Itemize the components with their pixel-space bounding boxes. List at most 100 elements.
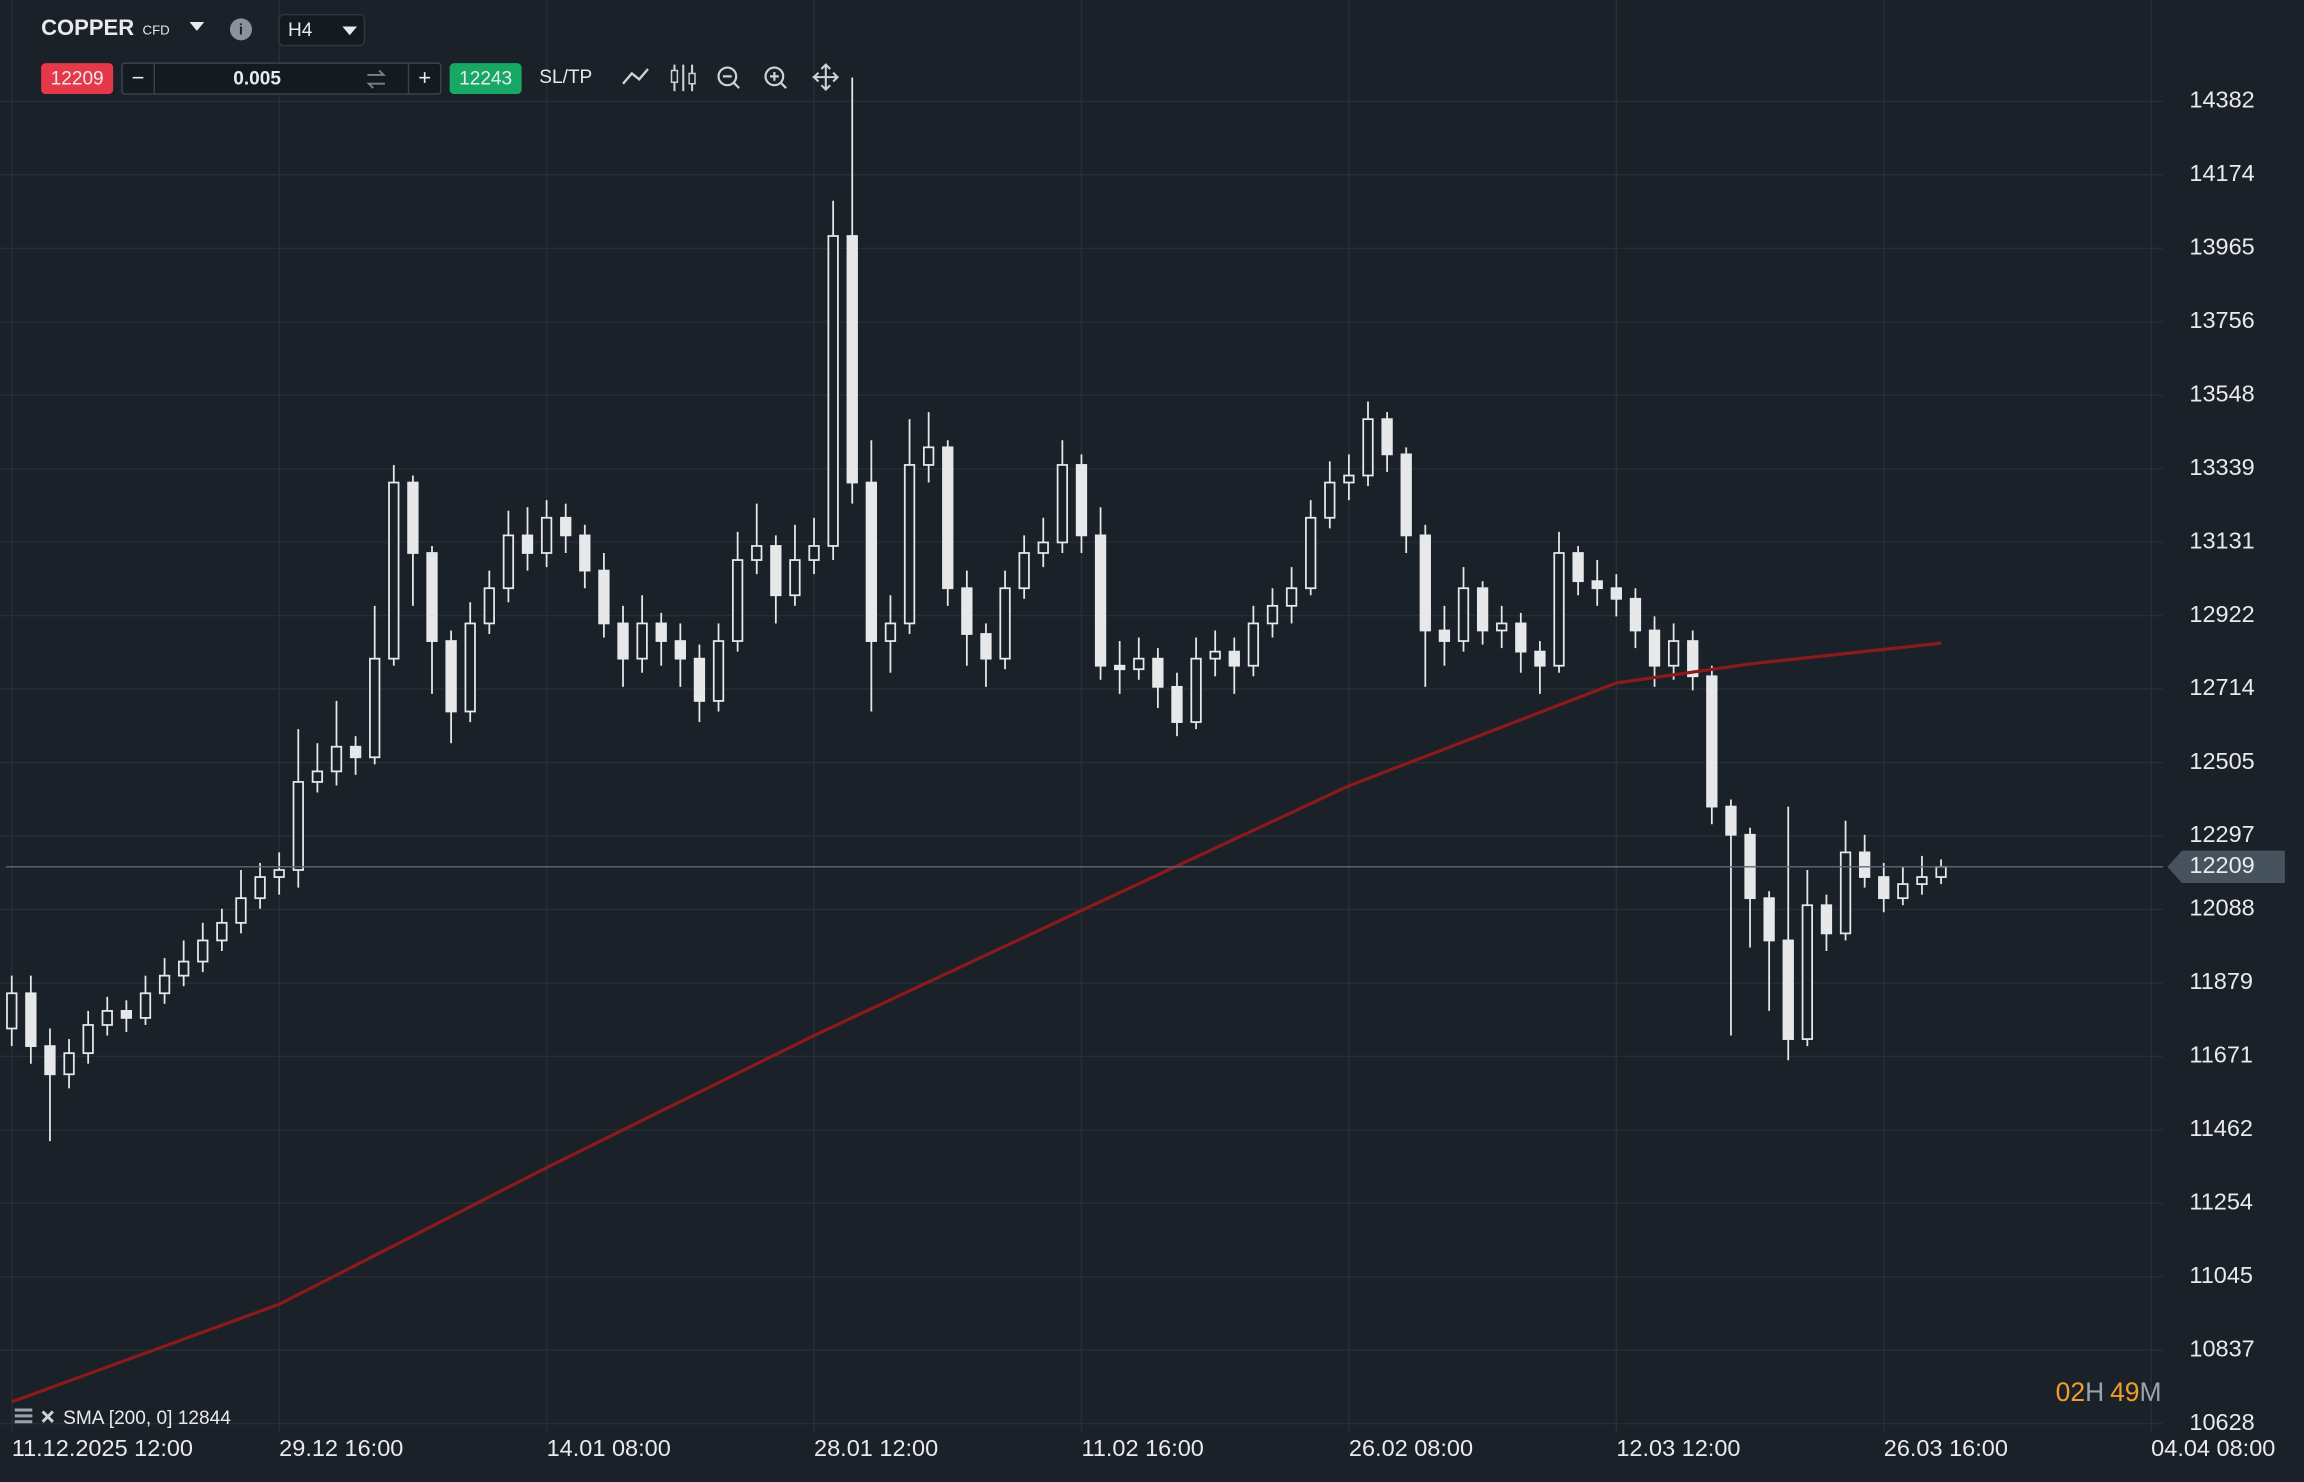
candle-body: [1037, 541, 1049, 554]
timeframe-dropdown: [342, 26, 358, 36]
indicator-settings-icon[interactable]: [14, 1408, 33, 1424]
candle-body: [884, 622, 897, 642]
candle-body: [903, 464, 916, 625]
candle-body: [1381, 418, 1393, 456]
candle-body: [922, 446, 935, 466]
x-tick-label: 26.02 08:00: [1349, 1435, 1473, 1461]
candle-body: [1515, 622, 1527, 653]
y-tick-label: 13339: [2189, 454, 2254, 480]
candle-body: [369, 657, 381, 759]
sell-button[interactable]: [41, 63, 114, 95]
indicator-line: [11, 641, 1942, 1404]
candle-body: [560, 516, 572, 537]
candle-body: [1897, 883, 1909, 900]
candle-body: [1075, 464, 1088, 537]
candle-body: [139, 992, 152, 1019]
current-price-tag: [2167, 850, 2285, 883]
symbol-dropdown[interactable]: [189, 22, 205, 31]
candle-body: [1190, 657, 1202, 723]
candle-body: [502, 534, 515, 590]
swap-icon[interactable]: [366, 69, 386, 89]
candle-body: [579, 534, 591, 572]
candle-body: [636, 622, 648, 660]
candle-body: [1591, 580, 1603, 590]
candle-body: [961, 587, 973, 635]
candle-body: [158, 974, 171, 995]
info-icon[interactable]: [229, 18, 252, 41]
candle-body: [178, 960, 190, 977]
candle-body: [292, 781, 304, 871]
candle-body: [1305, 516, 1317, 590]
candle-body: [770, 545, 782, 597]
candle-body: [273, 869, 285, 878]
candle-body: [1687, 640, 1699, 678]
countdown-minutes-unit: M: [2140, 1377, 2162, 1407]
zoom-out-icon[interactable]: [717, 66, 738, 87]
candle-body: [598, 569, 610, 625]
candle-body: [388, 481, 400, 660]
indicator-value: 12844: [178, 1408, 231, 1429]
candle-body: [1228, 650, 1240, 667]
x-tick-label: 29.12 16:00: [279, 1435, 403, 1461]
candle-body: [330, 745, 343, 773]
candle-body: [1725, 805, 1737, 836]
zoom-out-glyph: [722, 75, 740, 89]
candle-body: [942, 446, 954, 590]
candle-body: [617, 622, 629, 660]
candle-body: [1476, 587, 1489, 632]
buy-button[interactable]: [449, 63, 522, 95]
y-tick-label: 11671: [2189, 1042, 2253, 1068]
x-tick-label: 04.04 08:00: [2151, 1435, 2275, 1461]
candle-icon-body: [688, 72, 696, 85]
candle-body: [25, 992, 37, 1047]
candle-body: [1763, 897, 1775, 942]
candle-body: [808, 545, 820, 561]
minus-button[interactable]: −: [132, 65, 145, 90]
pan-icon[interactable]: [812, 63, 840, 92]
volume[interactable]: 0.005: [233, 68, 281, 89]
candle-body: [197, 939, 209, 963]
candle-body: [789, 559, 801, 597]
timeframe-select[interactable]: [278, 13, 366, 47]
y-tick-label: 12088: [2189, 895, 2254, 921]
candle-body: [827, 235, 839, 547]
indicator-name: SMA [200, 0]: [63, 1408, 172, 1429]
candle-body: [349, 745, 362, 759]
candle-body: [1858, 851, 1871, 878]
timeframe: H4: [288, 20, 313, 41]
info-glyph: i: [239, 23, 243, 39]
y-tick-label: 11879: [2189, 968, 2253, 994]
volume-box: [121, 62, 442, 95]
y-tick-label: 11462: [2189, 1115, 2253, 1141]
candle-body: [1496, 622, 1508, 632]
zoom-in-icon[interactable]: [764, 66, 785, 87]
zoom-in-glyph: [769, 71, 787, 89]
symbol[interactable]: COPPER: [41, 15, 134, 40]
candle-body: [1152, 657, 1164, 688]
candle-body: [1438, 629, 1451, 642]
x-tick-label: 26.03 16:00: [1884, 1435, 2008, 1461]
candle-body: [120, 1010, 133, 1019]
x-tick-label: 12.03 12:00: [1616, 1435, 1740, 1461]
y-tick-label: 12714: [2189, 674, 2254, 700]
candle-body: [712, 640, 725, 702]
indicator-remove-icon[interactable]: [41, 1410, 54, 1423]
candle-body: [655, 622, 667, 642]
candle-body: [445, 640, 457, 713]
candle-body: [44, 1045, 56, 1076]
sltp-button[interactable]: SL/TP: [539, 67, 592, 88]
candle-body: [1457, 587, 1470, 642]
candle-body: [1400, 453, 1412, 537]
y-tick-label: 11254: [2189, 1188, 2253, 1214]
y-tick-label: 12505: [2189, 748, 2254, 774]
plot: [5, 77, 2163, 1404]
candle-body: [1094, 534, 1107, 667]
candle-body: [1247, 622, 1260, 667]
line-chart-icon[interactable]: [622, 68, 649, 85]
symbol-type: CFD: [143, 22, 170, 37]
candle-body: [1706, 675, 1718, 808]
plus-button[interactable]: +: [418, 65, 431, 90]
candle-body: [674, 640, 686, 660]
